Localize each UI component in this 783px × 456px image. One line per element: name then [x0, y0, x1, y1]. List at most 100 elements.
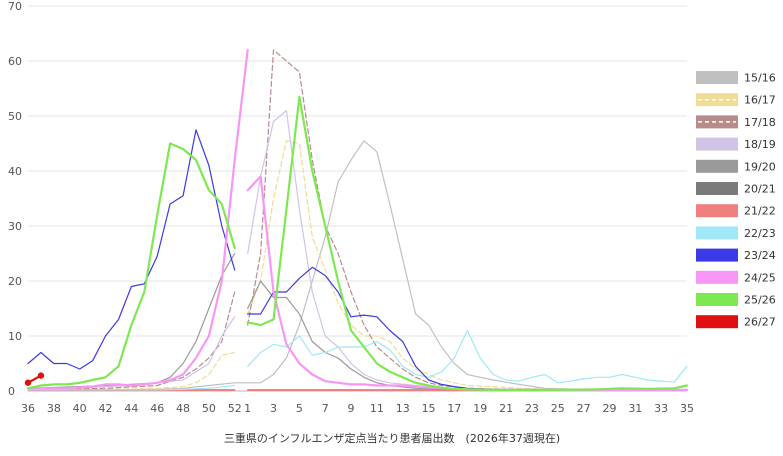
- x-tick-label: 52: [228, 402, 242, 415]
- x-tick-label: 38: [47, 402, 61, 415]
- series-25-26: [26, 95, 689, 391]
- legend-label: 22/23: [744, 227, 776, 240]
- legend-item: 19/20: [696, 159, 776, 173]
- legend-label: 16/17: [744, 94, 776, 107]
- series-line: [27, 316, 236, 391]
- series-line: [27, 384, 236, 391]
- grid-lines: [28, 5, 687, 392]
- x-axis-label: 三重県のインフルエンザ定点当たり患者届出数 (2026年37週現在): [224, 431, 560, 445]
- y-tick-label: 10: [8, 330, 22, 343]
- legend-item: 15/16: [696, 71, 776, 85]
- x-tick-label: 3: [270, 402, 277, 415]
- legend: 15/16 16/17 17/18 18/19 19/20 20/21 21/22 22/23…: [696, 71, 776, 329]
- series-17-18: [27, 49, 688, 391]
- legend-item: 26/27: [696, 315, 776, 329]
- x-tick-label: 7: [322, 402, 329, 415]
- series-23-24: [27, 129, 688, 391]
- series-22-23: [27, 329, 688, 391]
- x-tick-label: 13: [396, 402, 410, 415]
- series-16-17: [27, 140, 688, 391]
- legend-item: 17/18: [696, 115, 776, 129]
- x-tick-label: 1: [244, 402, 251, 415]
- series-line: [246, 95, 689, 391]
- legend-item: 22/23: [696, 226, 776, 240]
- series-line: [247, 109, 688, 391]
- series-18-19: [27, 109, 688, 391]
- series-line: [247, 140, 688, 391]
- legend-label: 19/20: [744, 160, 776, 173]
- data-point: [24, 379, 32, 386]
- y-tick-label: 70: [8, 0, 22, 13]
- x-tick-label: 21: [499, 402, 513, 415]
- legend-label: 25/26: [744, 294, 776, 307]
- legend-item: 24/25: [696, 270, 776, 284]
- legend-swatch: [696, 137, 738, 151]
- x-tick-label: 44: [124, 402, 138, 415]
- legend-label: 15/16: [744, 72, 776, 85]
- legend-swatch: [696, 315, 738, 329]
- x-tick-label: 5: [296, 402, 303, 415]
- data-point: [37, 372, 45, 379]
- legend-label: 17/18: [744, 116, 776, 129]
- series-line: [27, 252, 236, 389]
- x-tick-label: 19: [473, 402, 487, 415]
- x-tick-label: 50: [202, 402, 216, 415]
- x-tick-label: 23: [525, 402, 539, 415]
- legend-swatch: [696, 226, 738, 240]
- legend-label: 24/25: [744, 271, 776, 284]
- series-line: [247, 280, 688, 391]
- series-line: [247, 266, 688, 391]
- legend-swatch: [696, 115, 738, 129]
- legend-item: 16/17: [696, 93, 776, 107]
- legend-swatch: [696, 71, 738, 84]
- y-tick-label: 40: [8, 165, 22, 178]
- legend-label: 18/19: [744, 138, 776, 151]
- series-line: [26, 48, 249, 390]
- series-line: [26, 142, 236, 390]
- legend-swatch: [696, 204, 738, 218]
- legend-label: 23/24: [744, 249, 776, 262]
- y-tick-label: 50: [8, 110, 22, 123]
- legend-item: 25/26: [696, 293, 776, 307]
- legend-swatch: [696, 248, 738, 262]
- x-tick-label: 29: [602, 402, 616, 415]
- legend-item: 21/22: [696, 204, 776, 218]
- legend-swatch: [696, 293, 738, 306]
- y-axis: 0 10 20 30 40 50 60 70: [8, 0, 22, 398]
- x-tick-label: 42: [99, 402, 113, 415]
- legend-item: 20/21: [696, 182, 776, 196]
- series-15-16: [27, 140, 688, 391]
- legend-item: 18/19: [696, 137, 776, 151]
- series-line: [247, 49, 688, 391]
- x-tick-label: 46: [150, 402, 164, 415]
- x-axis: 36 38 40 42 44 46 48 50 52 1 3 5 7 9 11 13 15 17 19 21 23 25 2…: [21, 402, 694, 415]
- legend-label: 21/22: [744, 205, 776, 218]
- legend-swatch: [696, 159, 738, 173]
- series-line: [27, 291, 236, 391]
- series-line: [27, 351, 236, 391]
- plot-area: [24, 48, 689, 391]
- series-line: [27, 129, 236, 370]
- y-tick-label: 30: [8, 220, 22, 233]
- legend-swatch: [696, 182, 738, 195]
- x-tick-label: 33: [654, 402, 668, 415]
- x-tick-label: 9: [348, 402, 355, 415]
- legend-swatch: [696, 93, 738, 107]
- legend-label: 26/27: [744, 316, 776, 329]
- x-tick-label: 15: [422, 402, 436, 415]
- x-tick-label: 11: [370, 402, 384, 415]
- series-26-27: [24, 372, 45, 386]
- x-tick-label: 17: [447, 402, 461, 415]
- legend-item: 23/24: [696, 248, 776, 262]
- x-tick-label: 40: [73, 402, 87, 415]
- series-line: [27, 140, 688, 391]
- x-tick-label: 48: [176, 402, 190, 415]
- y-tick-label: 60: [8, 55, 22, 68]
- x-tick-label: 36: [21, 402, 35, 415]
- series-line: [247, 329, 688, 384]
- x-tick-label: 35: [680, 402, 694, 415]
- y-tick-label: 20: [8, 275, 22, 288]
- x-tick-label: 31: [628, 402, 642, 415]
- x-tick-label: 27: [577, 402, 591, 415]
